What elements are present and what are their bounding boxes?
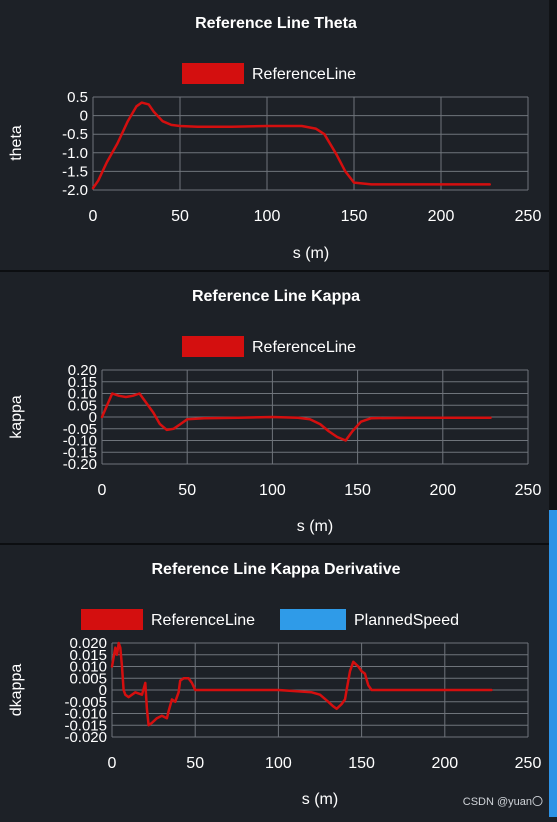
chart-panel-dkappa: Reference Line Kappa Derivative Reference…	[0, 545, 549, 817]
y-axis-label: theta	[8, 125, 25, 161]
y-tick-label: 0	[89, 409, 97, 426]
legend-swatch-referenceline	[81, 609, 143, 630]
y-tick-label: -0.20	[63, 456, 97, 473]
x-tick-label: 100	[254, 208, 281, 225]
x-tick-label: 250	[515, 755, 542, 772]
y-tick-label: -0.015	[64, 717, 107, 734]
x-tick-label: 250	[515, 208, 542, 225]
y-tick-label: 0.010	[69, 659, 107, 676]
chart-title: Reference Line Theta	[195, 15, 357, 32]
x-tick-label: 0	[108, 755, 117, 772]
x-tick-label: 200	[431, 755, 458, 772]
y-tick-label: 0.05	[68, 397, 97, 414]
x-tick-label: 50	[186, 755, 204, 772]
y-tick-label: -0.005	[64, 694, 107, 711]
y-tick-label: 0.10	[68, 386, 97, 403]
series-line-referenceline	[100, 392, 492, 442]
panel-divider	[0, 270, 549, 272]
legend-label-referenceline: ReferenceLine	[252, 339, 356, 356]
legend-label-referenceline: ReferenceLine	[151, 612, 255, 629]
y-tick-label: 0	[99, 682, 107, 699]
x-tick-label: 250	[515, 482, 542, 499]
y-tick-label: -1.0	[62, 145, 88, 162]
x-tick-label: 50	[178, 482, 196, 499]
watermark: CSDN @yuan〇	[462, 796, 543, 808]
x-tick-label: 200	[428, 208, 455, 225]
y-tick-label: 0	[80, 108, 88, 125]
chart-panel-theta: Reference Line Theta ReferenceLine 0 50 100 1…	[0, 0, 549, 270]
scrollbar-accent[interactable]	[549, 510, 557, 817]
y-tick-label: 0.15	[68, 374, 97, 391]
x-tick-label: 0	[89, 208, 98, 225]
panel-divider	[0, 543, 549, 545]
y-tick-label: 0.005	[69, 670, 107, 687]
legend-label-plannedspeed: PlannedSpeed	[354, 612, 459, 629]
chart-panel-kappa: Reference Line Kappa ReferenceLine 0 50 100 1…	[0, 272, 549, 543]
x-axis-label: s (m)	[297, 518, 333, 535]
x-tick-label: 150	[344, 482, 371, 499]
legend-label-referenceline: ReferenceLine	[252, 66, 356, 83]
x-tick-label: 100	[265, 755, 292, 772]
y-tick-label: 0.20	[68, 362, 97, 379]
x-axis-label: s (m)	[293, 245, 329, 262]
x-tick-label: 150	[348, 755, 375, 772]
y-tick-label: -0.010	[64, 706, 107, 723]
y-tick-label: 0.015	[69, 647, 107, 664]
x-tick-label: 150	[341, 208, 368, 225]
right-edge-strip	[549, 0, 557, 817]
chart-title: Reference Line Kappa	[192, 288, 360, 305]
dkappa-chart: Reference Line Kappa Derivative Reference…	[8, 561, 542, 808]
kappa-chart: Reference Line Kappa ReferenceLine 0 50 100 1…	[8, 288, 542, 535]
legend-swatch-referenceline	[182, 336, 244, 357]
y-axis-label: kappa	[8, 395, 25, 439]
y-tick-label: -1.5	[62, 163, 88, 180]
legend-swatch-referenceline	[182, 63, 244, 84]
x-tick-label: 200	[429, 482, 456, 499]
y-tick-label: -0.05	[63, 421, 97, 438]
y-tick-label: -0.10	[63, 433, 97, 450]
y-tick-label: -0.020	[64, 729, 107, 746]
x-tick-label: 0	[98, 482, 107, 499]
y-tick-label: -0.5	[62, 126, 88, 143]
y-tick-label: 0.020	[69, 635, 107, 652]
x-tick-label: 100	[259, 482, 286, 499]
series-line-referenceline	[91, 101, 491, 190]
x-axis-label: s (m)	[302, 791, 338, 808]
x-tick-label: 50	[171, 208, 189, 225]
chart-title: Reference Line Kappa Derivative	[152, 561, 401, 578]
legend-swatch-plannedspeed	[280, 609, 346, 630]
y-tick-label: 0.5	[67, 89, 88, 106]
y-axis-label: dkappa	[8, 664, 25, 717]
y-tick-label: -2.0	[62, 182, 88, 199]
series-line-referenceline	[110, 641, 493, 727]
y-tick-label: -0.15	[63, 444, 97, 461]
theta-chart: Reference Line Theta ReferenceLine 0 50 100 1…	[8, 15, 542, 262]
